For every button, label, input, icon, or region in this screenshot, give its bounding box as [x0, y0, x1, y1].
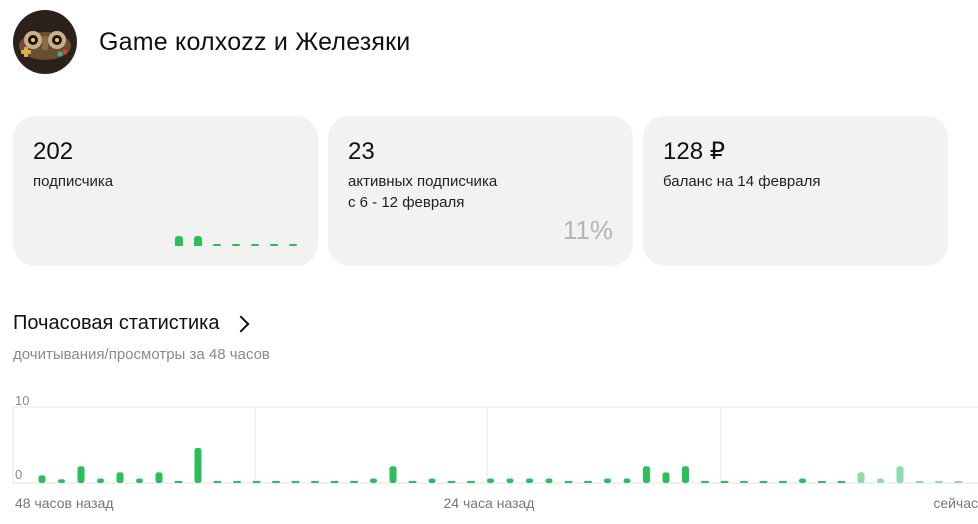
chart-bar[interactable]	[252, 481, 261, 483]
chart-bar[interactable]	[701, 481, 709, 483]
stats-cards: 202 подписчика 23 активных подписчика с …	[13, 116, 948, 266]
chart-bar[interactable]	[350, 481, 358, 483]
mini-chart-bar	[232, 244, 240, 246]
mini-chart-bar	[289, 244, 297, 246]
chart-bar[interactable]	[818, 481, 826, 483]
chart-bar[interactable]	[682, 466, 689, 483]
chart-bar[interactable]	[545, 478, 553, 483]
chart-bar[interactable]	[155, 472, 163, 483]
chart-bar[interactable]	[877, 478, 884, 483]
chart-bar[interactable]	[506, 478, 514, 483]
y-tick-label: 10	[15, 393, 29, 408]
channel-header: Game колхоzz и Железяки	[13, 10, 410, 74]
chart-bar[interactable]	[799, 478, 806, 483]
mini-chart-bar	[175, 236, 183, 246]
subscribers-mini-chart	[175, 236, 297, 246]
chart-bar[interactable]	[526, 478, 533, 483]
mini-chart-bar	[270, 244, 278, 246]
chart-bar[interactable]	[467, 481, 475, 483]
chart-bar[interactable]	[487, 478, 494, 483]
chart-bar[interactable]	[954, 481, 963, 483]
chart-bar[interactable]	[272, 481, 280, 483]
avatar[interactable]	[13, 10, 77, 74]
chart-bar[interactable]	[389, 466, 397, 483]
x-tick-label: 48 часов назад	[15, 495, 114, 511]
balance-card[interactable]: 128 ₽ баланс на 14 февраля	[643, 116, 948, 266]
chart-bar[interactable]	[370, 478, 377, 483]
chart-bar[interactable]	[564, 481, 573, 483]
subscribers-label: подписчика	[33, 173, 114, 190]
chart-bar[interactable]	[136, 478, 143, 483]
chart-bar[interactable]	[604, 478, 611, 483]
chart-bar[interactable]	[194, 448, 202, 483]
hourly-chart: 10 0 48 часов назад 24 часа назад сейчас	[12, 393, 978, 511]
chart-bar[interactable]	[58, 479, 65, 483]
chart-bar[interactable]	[740, 481, 748, 483]
chart-bar[interactable]	[311, 481, 319, 483]
chart-bar[interactable]	[291, 481, 300, 483]
x-tick-label: сейчас	[933, 495, 978, 511]
hourly-stats-subtitle: дочитывания/просмотры за 48 часов	[13, 346, 270, 363]
active-subscribers-label: активных подписчика с 6 - 12 февраля	[348, 173, 498, 211]
x-tick-label: 24 часа назад	[444, 495, 535, 511]
y-tick-label: 0	[15, 467, 22, 482]
chart-bar[interactable]	[38, 475, 46, 483]
chart-bar[interactable]	[447, 481, 456, 483]
gamepad-skull-avatar-icon	[15, 12, 75, 72]
chevron-right-icon	[232, 315, 250, 332]
active-subscribers-percent: 11%	[562, 215, 613, 245]
hourly-stats-link[interactable]: Почасовая статистика	[13, 312, 250, 335]
active-subscribers-card[interactable]: 23 активных подписчика с 6 - 12 февраля …	[328, 116, 633, 266]
chart-bar[interactable]	[915, 481, 924, 483]
chart-bar[interactable]	[623, 478, 631, 483]
balance-amount: 128 ₽	[663, 138, 725, 165]
chart-bar[interactable]	[233, 481, 241, 483]
chart-bar[interactable]	[662, 472, 670, 483]
balance-label: баланс на 14 февраля	[663, 173, 821, 190]
subscribers-card[interactable]: 202 подписчика	[13, 116, 318, 266]
chart-bar[interactable]	[584, 481, 592, 483]
chart-bar[interactable]	[116, 472, 124, 483]
chart-bar[interactable]	[213, 481, 222, 483]
subscribers-count: 202	[33, 138, 74, 165]
chart-bar[interactable]	[779, 481, 787, 483]
mini-chart-bar	[213, 244, 221, 246]
chart-bar[interactable]	[643, 466, 650, 483]
active-subscribers-count: 23	[348, 138, 375, 165]
hourly-stats-title: Почасовая статистика	[13, 312, 220, 334]
chart-bar[interactable]	[837, 481, 846, 483]
chart-bar[interactable]	[174, 481, 183, 483]
chart-bar[interactable]	[408, 481, 417, 483]
chart-bar[interactable]	[759, 481, 768, 483]
mini-chart-bar	[251, 244, 259, 246]
chart-bar[interactable]	[720, 481, 729, 483]
chart-bar[interactable]	[97, 478, 104, 483]
channel-title: Game колхоzz и Железяки	[99, 27, 411, 56]
chart-bar[interactable]	[77, 466, 85, 483]
chart-bar[interactable]	[428, 478, 436, 483]
chart-bar[interactable]	[896, 466, 904, 483]
chart-bar[interactable]	[935, 481, 943, 483]
chart-bar[interactable]	[857, 472, 865, 483]
mini-chart-bar	[194, 236, 202, 246]
chart-bar[interactable]	[330, 481, 339, 483]
